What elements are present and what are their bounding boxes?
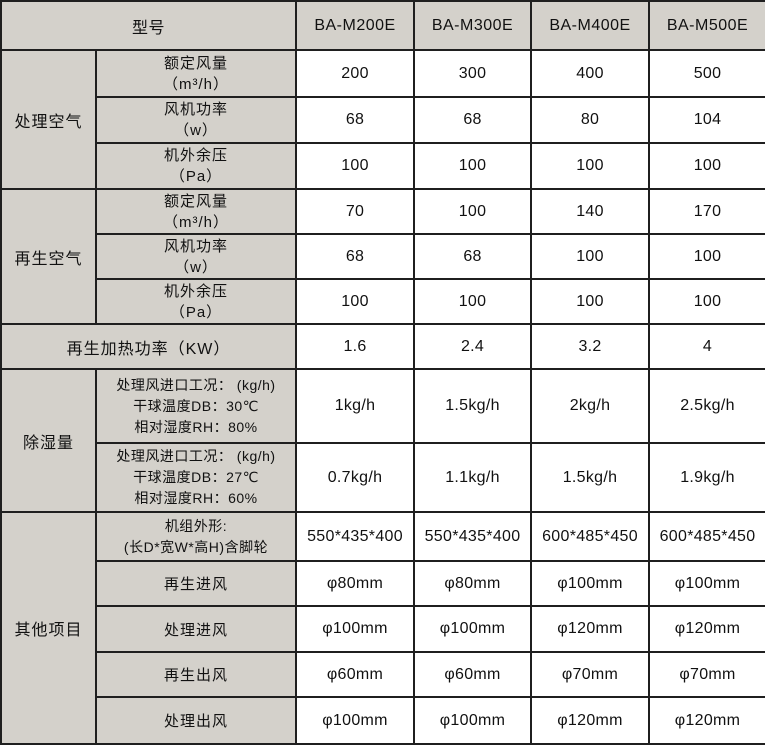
value-cell: φ100mm bbox=[413, 696, 533, 745]
spec-label-fan-power: 风机功率 （w） bbox=[94, 233, 298, 280]
value-cell: 300 bbox=[413, 49, 533, 98]
table-row: 再生出风 φ60mm φ60mm φ70mm φ70mm bbox=[1, 651, 765, 698]
value-cell: 100 bbox=[295, 278, 416, 325]
model-header-m200e: BA-M200E bbox=[295, 0, 416, 51]
value-cell: 1kg/h bbox=[295, 368, 416, 444]
spec-label-regen-heater-power: 再生加热功率（KW） bbox=[0, 323, 298, 370]
value-cell: 3.2 bbox=[530, 323, 651, 370]
value-cell: φ120mm bbox=[648, 605, 765, 653]
value-cell: φ80mm bbox=[413, 560, 533, 607]
value-cell: φ120mm bbox=[530, 696, 651, 745]
value-cell: 100 bbox=[530, 233, 651, 280]
value-cell: 4 bbox=[648, 323, 765, 370]
section-label-other-items: 其他项目 bbox=[0, 511, 97, 745]
table-row: 处理进风 φ100mm φ100mm φ120mm φ120mm bbox=[1, 605, 765, 653]
spec-label-process-air-outlet: 处理出风 bbox=[94, 696, 298, 745]
value-cell: φ80mm bbox=[295, 560, 416, 607]
value-cell: 200 bbox=[295, 49, 416, 98]
table-row: 再生空气 额定风量 （m³/h） 70 100 140 170 bbox=[0, 188, 765, 325]
value-cell: 68 bbox=[413, 233, 533, 280]
model-header-m500e: BA-M500E bbox=[648, 0, 765, 51]
value-cell: 68 bbox=[295, 96, 416, 144]
value-cell: φ70mm bbox=[530, 651, 651, 698]
spec-label-rated-airflow: 额定风量 （m³/h） bbox=[94, 49, 298, 98]
value-cell: 100 bbox=[530, 278, 651, 325]
spec-label-rated-airflow: 额定风量 （m³/h） bbox=[94, 188, 298, 235]
value-cell: φ60mm bbox=[413, 651, 533, 698]
value-cell: φ100mm bbox=[413, 605, 533, 653]
model-header-m400e: BA-M400E bbox=[530, 0, 651, 51]
value-cell: 68 bbox=[295, 233, 416, 280]
value-cell: 100 bbox=[648, 278, 765, 325]
model-header-m300e: BA-M300E bbox=[413, 0, 533, 51]
value-cell: φ120mm bbox=[530, 605, 651, 653]
table-row: 机外余压 （Pa） 100 100 100 100 bbox=[1, 142, 765, 190]
table-row: 再生加热功率（KW） 1.6 2.4 3.2 4 bbox=[0, 323, 765, 370]
value-cell: 100 bbox=[413, 278, 533, 325]
table-row: 再生进风 φ80mm φ80mm φ100mm φ100mm bbox=[1, 560, 765, 607]
header-row: 型号 BA-M200E BA-M300E BA-M400E BA-M500E bbox=[0, 0, 765, 51]
value-cell: 100 bbox=[648, 233, 765, 280]
value-cell: 1.5kg/h bbox=[413, 368, 533, 444]
value-cell: 1.9kg/h bbox=[648, 442, 765, 513]
value-cell: φ120mm bbox=[648, 696, 765, 745]
table-row: 机外余压 （Pa） 100 100 100 100 bbox=[1, 278, 765, 325]
spec-label-inlet-condition-2: 处理风进口工况： (kg/h) 干球温度DB：27℃ 相对湿度RH：60% bbox=[94, 442, 298, 513]
value-cell: 2.5kg/h bbox=[648, 368, 765, 444]
value-cell: 2kg/h bbox=[530, 368, 651, 444]
value-cell: 2.4 bbox=[413, 323, 533, 370]
table-row: 处理风进口工况： (kg/h) 干球温度DB：27℃ 相对湿度RH：60% 0.… bbox=[1, 442, 765, 513]
value-cell: 400 bbox=[530, 49, 651, 98]
value-cell: 170 bbox=[648, 188, 765, 235]
table-row: 处理空气 额定风量 （m³/h） 200 300 400 500 bbox=[0, 49, 765, 190]
value-cell: φ100mm bbox=[295, 696, 416, 745]
spec-label-process-air-inlet: 处理进风 bbox=[94, 605, 298, 653]
value-cell: 500 bbox=[648, 49, 765, 98]
spec-label-external-pressure: 机外余压 （Pa） bbox=[94, 278, 298, 325]
value-cell: φ100mm bbox=[648, 560, 765, 607]
spec-label-external-pressure: 机外余压 （Pa） bbox=[94, 142, 298, 190]
spec-label-regen-air-inlet: 再生进风 bbox=[94, 560, 298, 607]
value-cell: 140 bbox=[530, 188, 651, 235]
spec-label-inlet-condition-1: 处理风进口工况： (kg/h) 干球温度DB：30℃ 相对湿度RH：80% bbox=[94, 368, 298, 444]
spec-label-unit-dimensions: 机组外形: (长D*宽W*高H)含脚轮 bbox=[94, 511, 298, 562]
table-row: 除湿量 处理风进口工况： (kg/h) 干球温度DB：30℃ 相对湿度RH：80… bbox=[0, 368, 765, 513]
value-cell: φ60mm bbox=[295, 651, 416, 698]
value-cell: 550*435*400 bbox=[413, 511, 533, 562]
value-cell: 100 bbox=[530, 142, 651, 190]
value-cell: 100 bbox=[413, 142, 533, 190]
value-cell: 70 bbox=[295, 188, 416, 235]
value-cell: 550*435*400 bbox=[295, 511, 416, 562]
table-row: 风机功率 （w） 68 68 80 104 bbox=[1, 96, 765, 144]
value-cell: 1.5kg/h bbox=[530, 442, 651, 513]
value-cell: 100 bbox=[413, 188, 533, 235]
value-cell: 104 bbox=[648, 96, 765, 144]
value-cell: 68 bbox=[413, 96, 533, 144]
value-cell: 100 bbox=[295, 142, 416, 190]
value-cell: 600*485*450 bbox=[648, 511, 765, 562]
table-row: 风机功率 （w） 68 68 100 100 bbox=[1, 233, 765, 280]
model-row-label: 型号 bbox=[0, 0, 298, 51]
value-cell: 0.7kg/h bbox=[295, 442, 416, 513]
section-label-processing-air: 处理空气 bbox=[0, 49, 97, 190]
value-cell: 100 bbox=[648, 142, 765, 190]
section-label-regen-air: 再生空气 bbox=[0, 188, 97, 325]
value-cell: 1.1kg/h bbox=[413, 442, 533, 513]
value-cell: 600*485*450 bbox=[530, 511, 651, 562]
table-row: 处理出风 φ100mm φ100mm φ120mm φ120mm bbox=[1, 696, 765, 745]
value-cell: φ100mm bbox=[295, 605, 416, 653]
section-label-dehumid-capacity: 除湿量 bbox=[0, 368, 97, 513]
value-cell: φ100mm bbox=[530, 560, 651, 607]
table-row: 其他项目 机组外形: (长D*宽W*高H)含脚轮 550*435*400 550… bbox=[0, 511, 765, 745]
spec-label-regen-air-outlet: 再生出风 bbox=[94, 651, 298, 698]
value-cell: 1.6 bbox=[295, 323, 416, 370]
value-cell: φ70mm bbox=[648, 651, 765, 698]
spec-label-fan-power: 风机功率 （w） bbox=[94, 96, 298, 144]
value-cell: 80 bbox=[530, 96, 651, 144]
